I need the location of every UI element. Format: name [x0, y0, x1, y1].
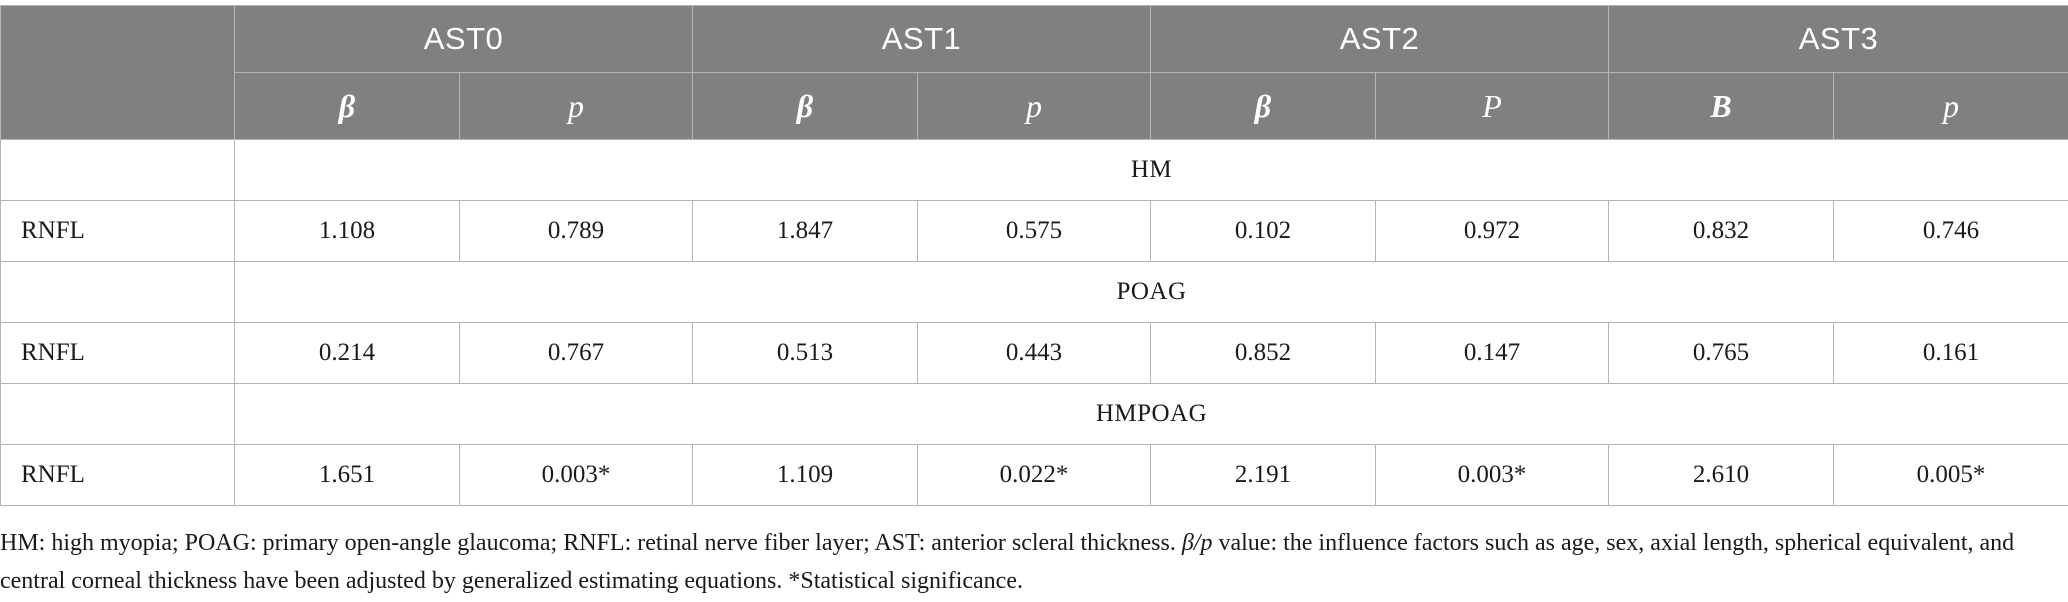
table-row: RNFL 1.651 0.003* 1.109 0.022* 2.191 0.0…	[0, 444, 2068, 506]
cell-value: 0.443	[917, 322, 1151, 384]
footnote-text-before: HM: high myopia; POAG: primary open-angl…	[0, 530, 1182, 556]
table-header: AST0 AST1 AST2 AST3 β p β p β P B p	[0, 5, 2068, 140]
header-beta: β	[1150, 72, 1376, 140]
cell-value: 2.610	[1608, 444, 1834, 506]
header-beta: β	[692, 72, 918, 140]
cell-value: 0.575	[917, 200, 1151, 262]
cell-value: 0.161	[1833, 322, 2068, 384]
cell-value: 0.767	[459, 322, 693, 384]
cell-value: 0.214	[234, 322, 460, 384]
cell-value: 0.003*	[459, 444, 693, 506]
header-corner-cell	[0, 5, 235, 140]
cell-value: 0.022*	[917, 444, 1151, 506]
row-label: RNFL	[0, 444, 235, 506]
cell-value: 0.746	[1833, 200, 2068, 262]
section-blank-cell	[0, 261, 235, 323]
section-blank-cell	[0, 383, 235, 445]
header-group-ast0: AST0	[234, 5, 693, 73]
table-row: RNFL 0.214 0.767 0.513 0.443 0.852 0.147…	[0, 322, 2068, 384]
header-beta: β	[234, 72, 460, 140]
header-p: P	[1375, 72, 1609, 140]
cell-value: 0.832	[1608, 200, 1834, 262]
header-p: p	[917, 72, 1151, 140]
cell-value: 0.102	[1150, 200, 1376, 262]
table-footnote: HM: high myopia; POAG: primary open-angl…	[0, 524, 2064, 600]
header-beta: B	[1608, 72, 1834, 140]
header-group-row: AST0 AST1 AST2 AST3	[0, 5, 2068, 140]
section-row-hmpoag: HMPOAG	[0, 383, 2068, 445]
cell-value: 0.765	[1608, 322, 1834, 384]
cell-value: 1.847	[692, 200, 918, 262]
cell-value: 2.191	[1150, 444, 1376, 506]
header-p: p	[1833, 72, 2068, 140]
header-sub-row: β p β p β P B p	[1, 72, 2068, 140]
section-label: HMPOAG	[234, 383, 2068, 445]
section-label: POAG	[234, 261, 2068, 323]
header-p: p	[459, 72, 693, 140]
cell-value: 0.003*	[1375, 444, 1609, 506]
section-row-poag: POAG	[0, 261, 2068, 323]
cell-value: 1.109	[692, 444, 918, 506]
cell-value: 0.972	[1375, 200, 1609, 262]
table-body: HM RNFL 1.108 0.789 1.847 0.575 0.102 0.…	[0, 139, 2068, 506]
table-row: RNFL 1.108 0.789 1.847 0.575 0.102 0.972…	[0, 200, 2068, 262]
row-label: RNFL	[0, 322, 235, 384]
cell-value: 1.651	[234, 444, 460, 506]
results-table: AST0 AST1 AST2 AST3 β p β p β P B p HM R…	[0, 5, 2068, 506]
footnote-text-after: value: the influence factors such as age…	[0, 530, 2015, 594]
footnote-italic: β/p	[1181, 530, 1213, 556]
cell-value: 0.852	[1150, 322, 1376, 384]
header-group-ast1: AST1	[692, 5, 1151, 73]
row-label: RNFL	[0, 200, 235, 262]
cell-value: 0.789	[459, 200, 693, 262]
section-row-hm: HM	[0, 139, 2068, 201]
section-label: HM	[234, 139, 2068, 201]
cell-value: 0.513	[692, 322, 918, 384]
section-blank-cell	[0, 139, 235, 201]
header-group-ast2: AST2	[1150, 5, 1609, 73]
cell-value: 0.005*	[1833, 444, 2068, 506]
header-group-ast3: AST3	[1608, 5, 2068, 73]
cell-value: 1.108	[234, 200, 460, 262]
cell-value: 0.147	[1375, 322, 1609, 384]
